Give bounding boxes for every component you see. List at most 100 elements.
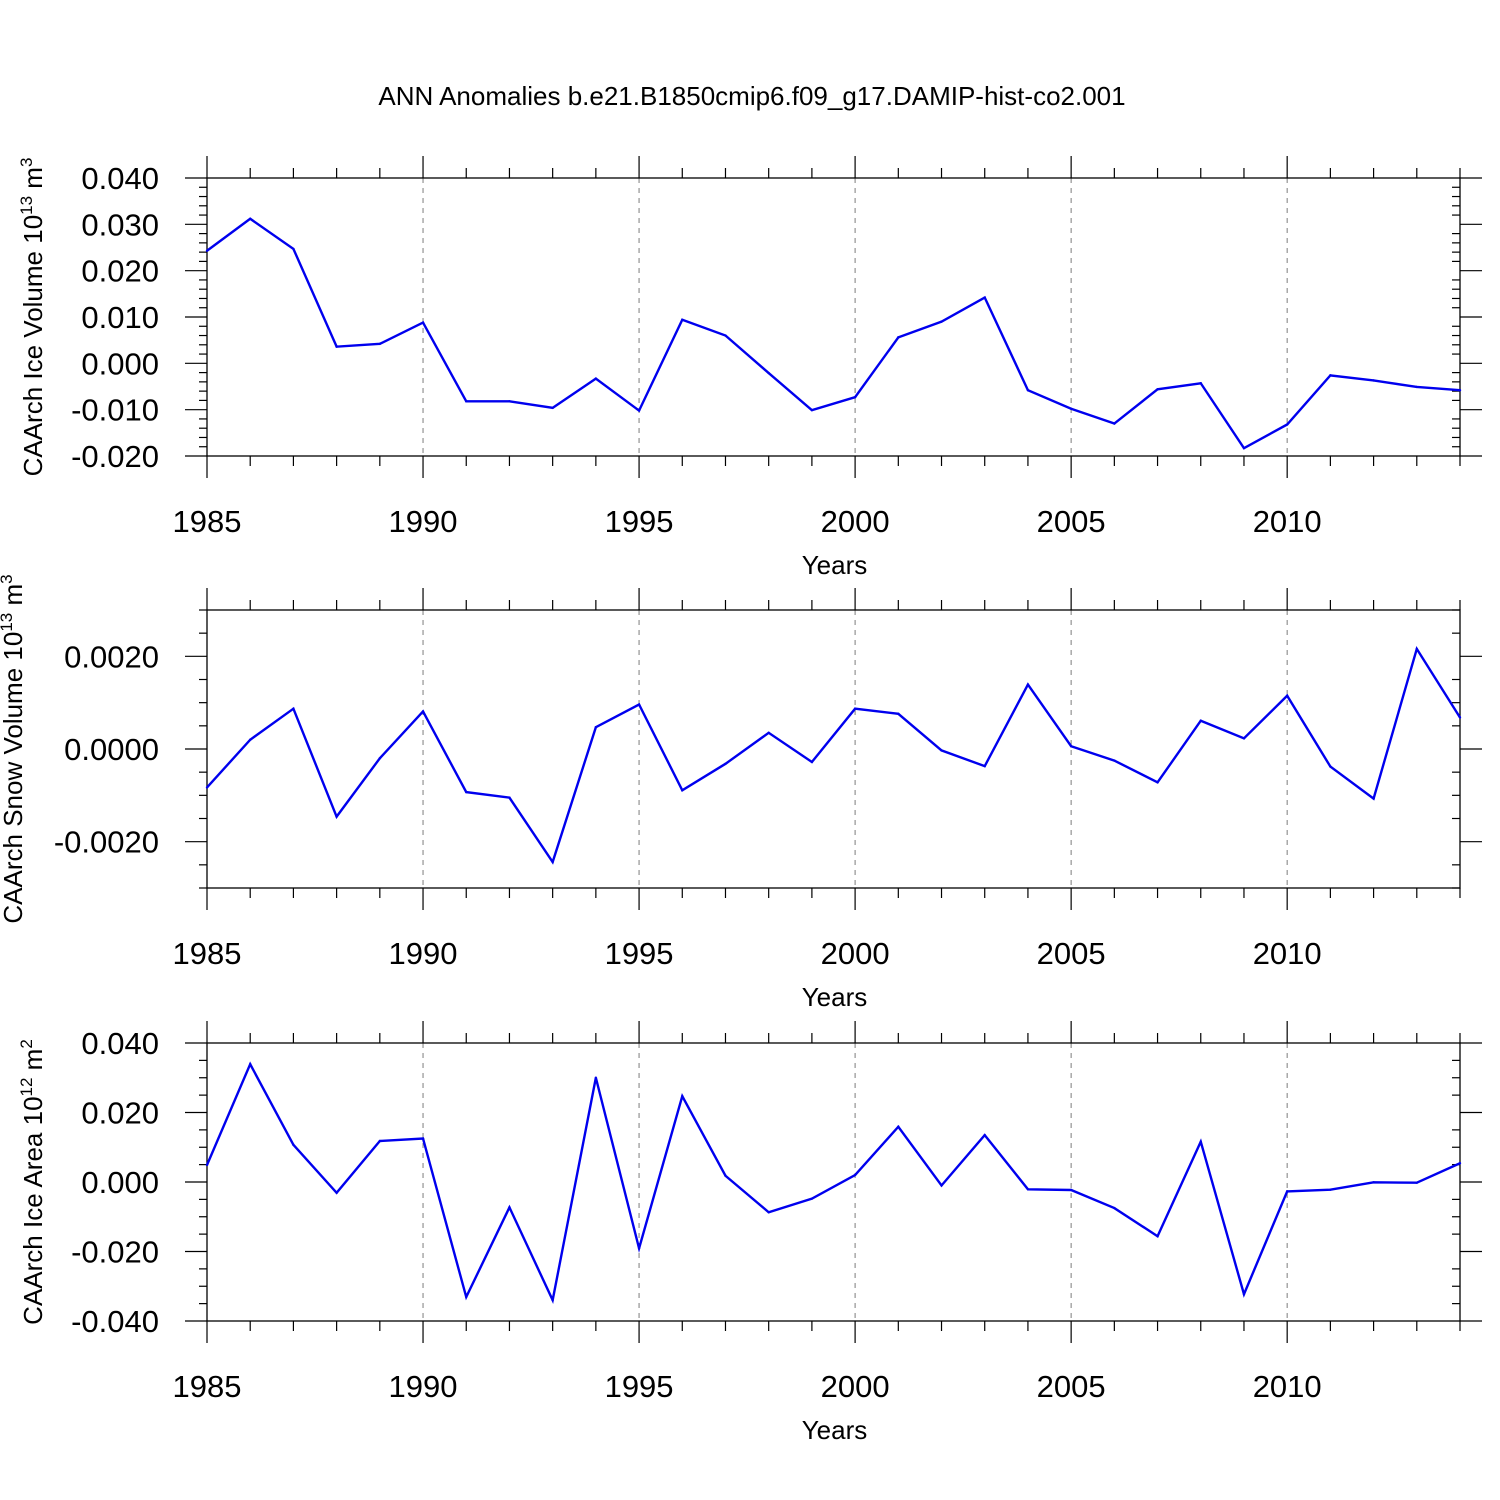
data-point-2006 xyxy=(1113,422,1116,425)
x-tick-label-2010: 2010 xyxy=(1253,504,1322,539)
data-point-2003 xyxy=(983,1133,986,1137)
data-point-1986 xyxy=(249,217,252,220)
data-point-2006 xyxy=(1113,1206,1116,1210)
data-point-1996 xyxy=(681,789,684,792)
data-point-1985 xyxy=(205,786,209,789)
series-line-snow-volume xyxy=(206,646,1462,865)
data-point-1999 xyxy=(810,1197,814,1200)
y-axis-title: CAArch Ice Area 1012 m2 xyxy=(17,1039,48,1325)
data-point-1993 xyxy=(551,406,554,410)
y-tick-label--0.020: -0.020 xyxy=(71,1235,159,1270)
data-point-2010 xyxy=(1285,1190,1289,1193)
data-point-2004 xyxy=(1026,389,1030,392)
data-point-1996 xyxy=(681,1094,684,1098)
data-point-1987 xyxy=(292,1143,295,1147)
y-axis-title-prefix: CAArch Snow Volume 10 xyxy=(0,632,28,924)
x-tick-label-1990: 1990 xyxy=(389,936,458,971)
data-point-1992 xyxy=(508,1206,511,1209)
y-tick-label--0.040: -0.040 xyxy=(71,1304,159,1339)
y-tick-label-0.000: 0.000 xyxy=(81,346,159,381)
data-point-1997 xyxy=(724,762,727,766)
data-point-1986 xyxy=(249,738,252,741)
y-axis-title-exp: 13 xyxy=(0,613,16,632)
data-point-1993 xyxy=(551,1298,554,1302)
data-point-2008 xyxy=(1199,719,1202,722)
y-tick-label--0.0020: -0.0020 xyxy=(54,825,159,860)
plot-frame xyxy=(206,1042,1461,1322)
x-tick-label-2010: 2010 xyxy=(1253,936,1322,971)
data-point-2001 xyxy=(897,712,900,715)
y-axis-title: CAArch Snow Volume 1013 m3 xyxy=(0,574,28,923)
data-point-1996 xyxy=(681,318,684,321)
data-point-1989 xyxy=(378,342,382,346)
data-point-2012 xyxy=(1372,797,1375,800)
data-point-2002 xyxy=(940,320,943,323)
data-point-2010 xyxy=(1285,694,1289,697)
y-tick-label--0.020: -0.020 xyxy=(71,439,159,474)
data-point-2011 xyxy=(1329,1188,1332,1191)
data-point-2004 xyxy=(1026,1188,1030,1191)
data-point-2003 xyxy=(983,764,986,768)
data-point-1998 xyxy=(767,731,770,734)
x-axis-title: Years xyxy=(802,982,868,1012)
data-point-2006 xyxy=(1113,759,1116,762)
data-point-1992 xyxy=(508,796,511,799)
panel-ice-volume: 1985 1990 1995 2000 2005 2010 Years -0.020 -0.01… xyxy=(17,156,1482,580)
data-point-2001 xyxy=(897,1125,900,1128)
panels: 1985 1990 1995 2000 2005 2010 Years -0.020 -0.01… xyxy=(0,156,1482,1445)
data-point-1997 xyxy=(724,1174,727,1177)
y-tick-label-0.020: 0.020 xyxy=(81,254,159,289)
x-tick-label-1990: 1990 xyxy=(389,1369,458,1404)
y-tick-label-0.010: 0.010 xyxy=(81,300,159,335)
x-tick-label-1995: 1995 xyxy=(605,1369,674,1404)
data-point-1989 xyxy=(378,1139,382,1143)
y-axis-title-unit-exp: 3 xyxy=(0,574,16,583)
data-point-2000 xyxy=(853,707,857,710)
data-point-2009 xyxy=(1242,446,1246,450)
data-point-2009 xyxy=(1242,1293,1246,1296)
data-point-1995 xyxy=(637,409,641,412)
x-tick-label-2005: 2005 xyxy=(1037,1369,1106,1404)
data-point-2010 xyxy=(1285,423,1289,426)
data-point-2013 xyxy=(1415,385,1418,389)
y-tick-label-0.0000: 0.0000 xyxy=(64,732,159,767)
data-point-2002 xyxy=(940,1184,943,1187)
panel-ice-area: 1985 1990 1995 2000 2005 2010 Years -0.040 -0.02… xyxy=(17,1021,1482,1445)
y-axis-title-exp: 13 xyxy=(17,196,36,215)
data-point-2004 xyxy=(1026,683,1030,686)
data-point-1998 xyxy=(767,371,770,375)
data-point-2014 xyxy=(1458,716,1462,719)
data-point-1986 xyxy=(249,1062,252,1066)
y-axis-title-unit-exp: 2 xyxy=(17,1039,36,1048)
y-tick-label--0.010: -0.010 xyxy=(71,393,159,428)
y-axis-title-prefix: CAArch Ice Volume 10 xyxy=(18,215,48,477)
data-point-2007 xyxy=(1156,388,1159,391)
data-point-2013 xyxy=(1415,1181,1418,1184)
data-point-1985 xyxy=(205,249,209,252)
data-point-2009 xyxy=(1242,737,1246,740)
x-tick-label-1985: 1985 xyxy=(173,936,242,971)
y-tick-label-0.030: 0.030 xyxy=(81,207,159,242)
data-point-1999 xyxy=(810,760,814,764)
data-point-1990 xyxy=(421,321,425,324)
data-point-2014 xyxy=(1458,1162,1462,1165)
data-point-2005 xyxy=(1069,745,1073,748)
data-point-2011 xyxy=(1329,765,1332,768)
x-tick-label-2000: 2000 xyxy=(821,1369,890,1404)
y-axis-title: CAArch Ice Volume 1013 m3 xyxy=(17,158,48,477)
y-axis-title-unit: m xyxy=(18,167,48,196)
data-point-2001 xyxy=(897,336,900,339)
data-point-1988 xyxy=(335,1191,338,1194)
x-tick-label-2000: 2000 xyxy=(821,504,890,539)
data-point-2002 xyxy=(940,749,943,752)
y-axis-title-exp: 12 xyxy=(17,1078,36,1097)
data-point-1991 xyxy=(465,1295,468,1299)
series-line-ice-area xyxy=(205,1061,1461,1305)
y-axis-title-unit: m xyxy=(18,1049,48,1078)
data-point-1988 xyxy=(335,815,338,818)
data-point-1992 xyxy=(508,400,511,403)
data-point-1991 xyxy=(465,400,468,403)
x-tick-label-1990: 1990 xyxy=(389,504,458,539)
x-tick-label-1995: 1995 xyxy=(605,936,674,971)
